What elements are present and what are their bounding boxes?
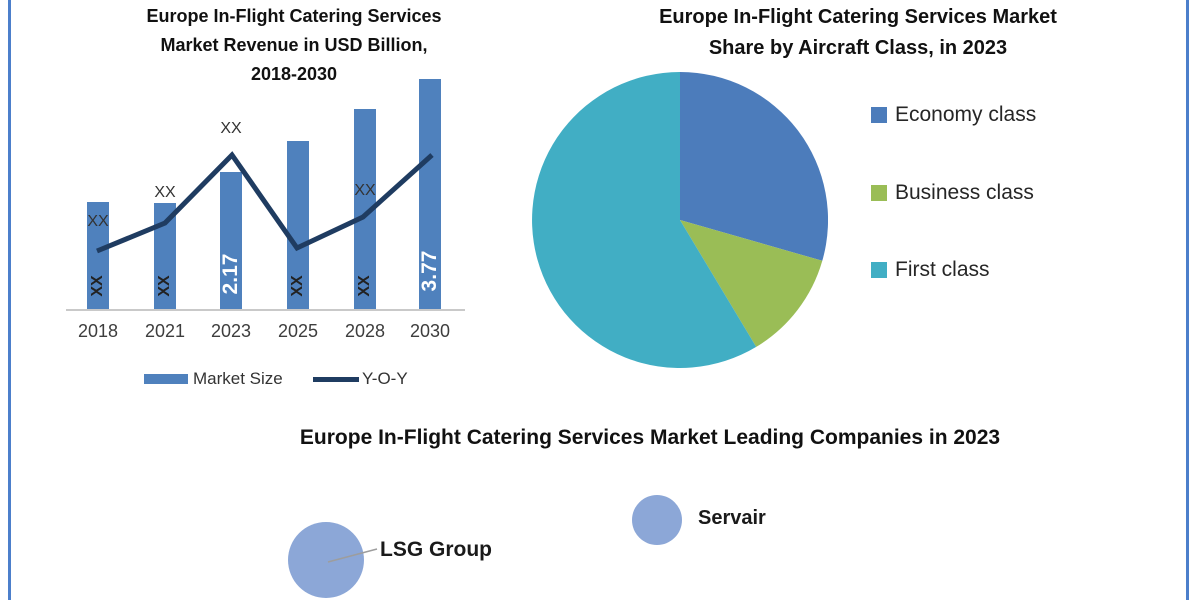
- pie-chart: [532, 72, 828, 368]
- x-label-2023: 2023: [210, 321, 252, 341]
- pie-slice-economy-class: [680, 72, 828, 261]
- bar-value-2028: XX: [356, 275, 373, 297]
- bar-value-2018: XX: [89, 275, 106, 297]
- legend-label-yoy: Y-O-Y: [362, 369, 408, 388]
- pie-legend-label-business: Business class: [895, 181, 1034, 204]
- yoy-label-2023: XX: [220, 120, 242, 137]
- pie-legend-label-economy: Economy class: [895, 103, 1037, 126]
- x-label-2030: 2030: [409, 321, 451, 341]
- bar-value-2030: 3.77: [418, 250, 441, 292]
- x-label-2018: 2018: [77, 321, 119, 341]
- pie-chart-title: Europe In-Flight Catering Services Marke…: [620, 2, 1096, 64]
- right-frame-border: [1186, 0, 1189, 600]
- bar-value-2021: XX: [156, 275, 173, 297]
- revenue-chart-title: Europe In-Flight Catering Services Marke…: [70, 2, 518, 89]
- bubble-label-lsg-group: LSG Group: [380, 538, 492, 561]
- bubble-label-servair: Servair: [698, 507, 766, 529]
- revenue-chart-title-line-1: Europe In-Flight Catering Services: [146, 6, 442, 26]
- left-frame-border: [8, 0, 11, 600]
- x-label-2021: 2021: [144, 321, 186, 341]
- yoy-label-2028: XX: [354, 182, 376, 199]
- pie-legend-label-first: First class: [895, 258, 990, 281]
- legend-swatch-market-size: [144, 374, 188, 384]
- bar-value-2023: 2.17: [219, 253, 242, 295]
- revenue-chart-title-line-3: 2018-2030: [250, 64, 338, 84]
- pie-chart-title-line-2: Share by Aircraft Class, in 2023: [708, 37, 1008, 59]
- x-label-2025: 2025: [277, 321, 319, 341]
- legend-label-market-size: Market Size: [193, 369, 283, 388]
- pie-legend-swatch-economy: [871, 107, 887, 123]
- yoy-polyline: [96, 151, 434, 254]
- pie-slice-first-class: [532, 72, 757, 368]
- bubble-servair: [632, 495, 682, 545]
- pie-legend-swatch-business: [871, 185, 887, 201]
- x-axis-line: [66, 309, 465, 311]
- bubble-lsg-group: [288, 522, 364, 598]
- yoy-label-2021: XX: [154, 184, 176, 201]
- yoy-label-2018: XX: [87, 213, 109, 230]
- pie-chart-title-line-1: Europe In-Flight Catering Services Marke…: [659, 6, 1057, 28]
- x-label-2028: 2028: [344, 321, 386, 341]
- legend-swatch-yoy: [313, 377, 359, 382]
- companies-title: Europe In-Flight Catering Services Marke…: [299, 426, 1001, 449]
- pie-slice-business-class: [680, 220, 823, 347]
- revenue-chart-title-line-2: Market Revenue in USD Billion,: [160, 35, 428, 55]
- pie-legend-swatch-first: [871, 262, 887, 278]
- bar-value-2025: XX: [289, 275, 306, 297]
